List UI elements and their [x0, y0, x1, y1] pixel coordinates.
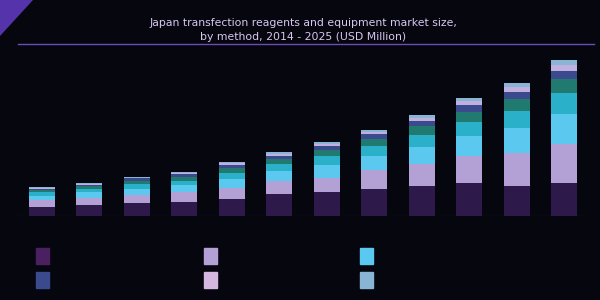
- Bar: [409, 164, 435, 186]
- Bar: [266, 154, 292, 155]
- Bar: [171, 173, 197, 174]
- Bar: [29, 190, 55, 192]
- Bar: [171, 177, 197, 181]
- Bar: [551, 114, 577, 144]
- Bar: [124, 188, 150, 195]
- Bar: [76, 188, 103, 192]
- Bar: [503, 111, 530, 128]
- Bar: [456, 101, 482, 105]
- Bar: [551, 65, 577, 71]
- Bar: [29, 192, 55, 196]
- Bar: [456, 105, 482, 112]
- Bar: [551, 93, 577, 114]
- Bar: [76, 186, 103, 188]
- Bar: [456, 156, 482, 183]
- Bar: [124, 177, 150, 178]
- Bar: [171, 192, 197, 202]
- Bar: [218, 164, 245, 165]
- Bar: [218, 165, 245, 168]
- Bar: [456, 122, 482, 136]
- Bar: [503, 99, 530, 111]
- Bar: [503, 87, 530, 92]
- Bar: [266, 182, 292, 194]
- Bar: [218, 188, 245, 199]
- Bar: [29, 196, 55, 200]
- Bar: [218, 162, 245, 164]
- Bar: [266, 171, 292, 182]
- Bar: [218, 179, 245, 188]
- Bar: [551, 60, 577, 65]
- Bar: [218, 173, 245, 179]
- Bar: [124, 181, 150, 184]
- Bar: [266, 164, 292, 171]
- Bar: [29, 188, 55, 190]
- Bar: [409, 147, 435, 164]
- Bar: [551, 71, 577, 79]
- Bar: [266, 152, 292, 154]
- Bar: [266, 159, 292, 164]
- Bar: [361, 146, 388, 156]
- Bar: [456, 98, 482, 101]
- Bar: [361, 139, 388, 146]
- Bar: [551, 183, 577, 216]
- Bar: [503, 83, 530, 87]
- Bar: [361, 130, 388, 132]
- Bar: [29, 200, 55, 207]
- Bar: [503, 153, 530, 186]
- Bar: [29, 207, 55, 216]
- Bar: [218, 168, 245, 173]
- Bar: [266, 194, 292, 216]
- Bar: [503, 186, 530, 216]
- Bar: [456, 112, 482, 122]
- Bar: [456, 183, 482, 216]
- Title: Japan transfection reagents and equipment market size,
by method, 2014 - 2025 (U: Japan transfection reagents and equipmen…: [149, 19, 457, 42]
- Bar: [361, 132, 388, 134]
- Bar: [409, 126, 435, 135]
- Bar: [314, 165, 340, 178]
- Bar: [314, 192, 340, 216]
- Bar: [266, 155, 292, 159]
- Bar: [551, 79, 577, 93]
- Bar: [314, 156, 340, 165]
- Bar: [314, 150, 340, 156]
- Bar: [314, 144, 340, 146]
- Bar: [171, 172, 197, 173]
- Bar: [124, 203, 150, 216]
- Bar: [409, 116, 435, 118]
- Bar: [171, 174, 197, 177]
- Bar: [124, 178, 150, 181]
- Bar: [503, 92, 530, 99]
- Bar: [171, 181, 197, 185]
- Bar: [314, 142, 340, 144]
- Bar: [361, 134, 388, 139]
- Bar: [76, 205, 103, 216]
- Bar: [551, 144, 577, 183]
- Bar: [124, 195, 150, 203]
- Bar: [218, 199, 245, 216]
- Bar: [76, 192, 103, 198]
- Bar: [409, 135, 435, 147]
- Bar: [361, 188, 388, 216]
- Bar: [314, 178, 340, 192]
- Bar: [361, 156, 388, 170]
- Bar: [124, 184, 150, 188]
- Bar: [29, 187, 55, 188]
- Bar: [171, 202, 197, 216]
- Bar: [503, 128, 530, 153]
- Bar: [76, 198, 103, 205]
- Bar: [456, 136, 482, 156]
- Bar: [76, 184, 103, 186]
- Bar: [314, 146, 340, 150]
- Bar: [409, 121, 435, 126]
- Bar: [409, 118, 435, 121]
- Bar: [361, 170, 388, 188]
- Bar: [76, 183, 103, 184]
- Bar: [409, 186, 435, 216]
- Bar: [171, 185, 197, 192]
